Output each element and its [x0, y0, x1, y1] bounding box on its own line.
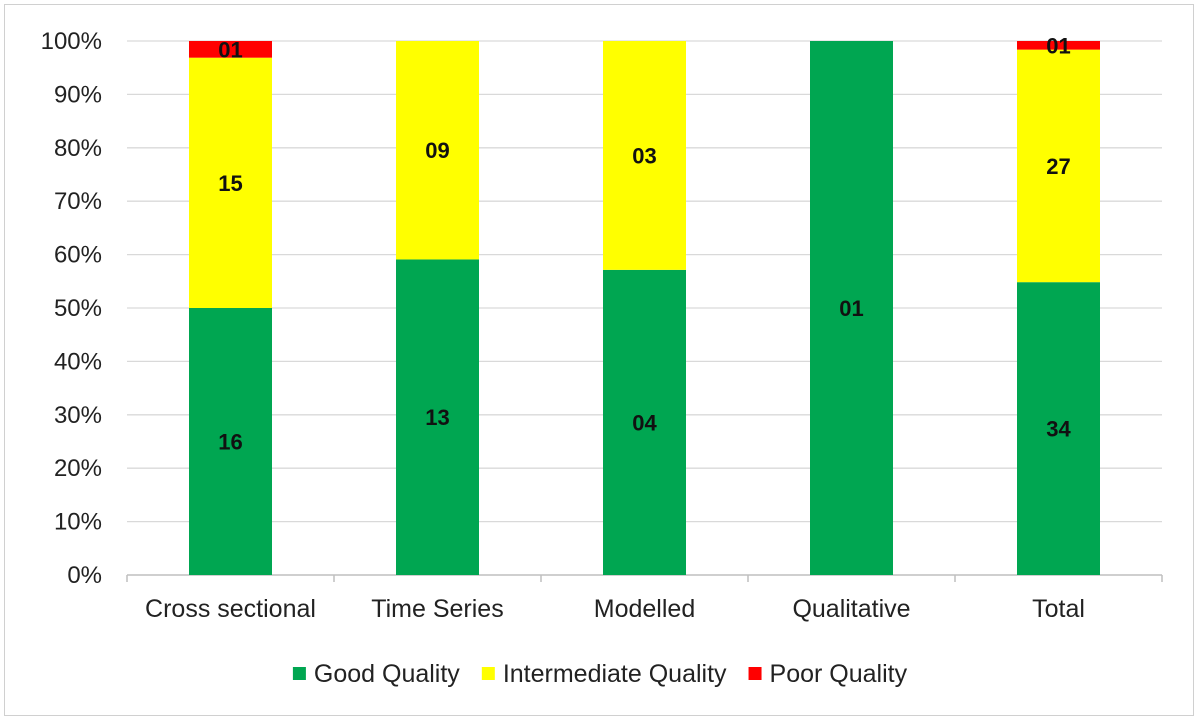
- bars: [189, 41, 1100, 575]
- legend: Good Quality Intermediate Quality Poor Qua…: [292, 660, 908, 688]
- data-label-modelled-good-quality: 04: [632, 410, 657, 435]
- legend-label-poor-quality: Poor Quality: [770, 660, 908, 688]
- chart-frame: 0% 10% 20% 30% 40% 50% 60% 70% 80% 90% 100% Cross …: [4, 4, 1194, 716]
- legend-swatch-good-quality: [292, 667, 306, 680]
- data-label-modelled-intermediate-quality: 03: [632, 143, 656, 168]
- legend-swatch-poor-quality: [748, 667, 762, 680]
- data-label-cross-sectional-poor-quality: 01: [218, 37, 242, 62]
- y-tick-label: 90%: [54, 81, 102, 108]
- y-axis: 0% 10% 20% 30% 40% 50% 60% 70% 80% 90% 100%: [41, 28, 102, 589]
- bar-total-good-quality: [1017, 282, 1100, 575]
- x-tick-label-modelled: Modelled: [594, 595, 695, 623]
- y-tick-label: 80%: [54, 135, 102, 162]
- data-label-total-poor-quality: 01: [1046, 33, 1070, 58]
- y-tick-label: 50%: [54, 295, 102, 322]
- bar-total-intermediate-quality: [1017, 49, 1100, 283]
- y-tick-label: 60%: [54, 242, 102, 269]
- bar-total-poor-quality: [1017, 41, 1100, 50]
- x-tick-label-time-series: Time Series: [371, 595, 503, 623]
- y-tick-label: 100%: [41, 28, 102, 55]
- bar-modelled-good-quality: [603, 269, 686, 575]
- data-label-time-series-intermediate-quality: 09: [425, 138, 449, 163]
- data-label-cross-sectional-good-quality: 16: [218, 430, 242, 455]
- data-label-cross-sectional-intermediate-quality: 15: [218, 171, 242, 196]
- stacked-bar-chart: 0% 10% 20% 30% 40% 50% 60% 70% 80% 90% 100% Cross …: [41, 28, 1163, 688]
- legend-label-good-quality: Good Quality: [314, 660, 460, 688]
- data-label-time-series-good-quality: 13: [425, 405, 449, 430]
- y-tick-label: 40%: [54, 348, 102, 375]
- legend-swatch-intermediate-quality: [481, 667, 495, 680]
- x-tick-label-total: Total: [1032, 595, 1085, 623]
- x-axis: Cross sectional Time Series Modelled Qualit…: [126, 574, 1163, 623]
- x-tick-label-qualitative: Qualitative: [792, 595, 910, 623]
- bar-modelled-intermediate-quality: [603, 41, 686, 270]
- y-tick-label: 30%: [54, 402, 102, 429]
- y-tick-label: 0%: [67, 562, 102, 589]
- data-label-total-intermediate-quality: 27: [1046, 154, 1070, 179]
- bar-cross-sectional-good-quality: [189, 308, 272, 575]
- bar-qualitative-good-quality: [810, 41, 893, 575]
- data-label-qualitative-good-quality: 01: [839, 296, 863, 321]
- y-tick-label: 10%: [54, 509, 102, 536]
- y-tick-label: 70%: [54, 188, 102, 215]
- bar-time-series-good-quality: [396, 259, 479, 575]
- bar-cross-sectional-poor-quality: [189, 41, 272, 58]
- legend-label-intermediate-quality: Intermediate Quality: [503, 660, 727, 688]
- data-labels: 16 15 01 13 09 04 03 01 34 27 01: [218, 33, 1071, 454]
- y-tick-label: 20%: [54, 455, 102, 482]
- bar-cross-sectional-intermediate-quality: [189, 57, 272, 308]
- bar-time-series-intermediate-quality: [396, 41, 479, 260]
- x-tick-label-cross-sectional: Cross sectional: [145, 595, 316, 623]
- data-label-total-good-quality: 34: [1046, 417, 1071, 442]
